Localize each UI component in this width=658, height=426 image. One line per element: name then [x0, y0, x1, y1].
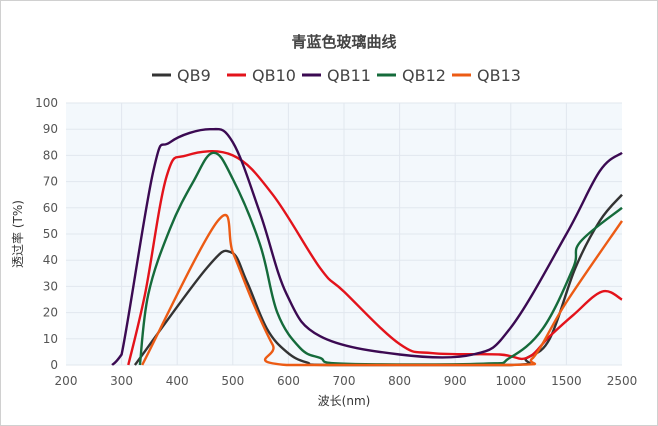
x-tick-label: 2500	[607, 374, 638, 388]
x-tick-label: 300	[110, 374, 133, 388]
y-tick-label: 50	[43, 227, 58, 241]
y-tick-label: 0	[50, 358, 58, 372]
chart-title: 青蓝色玻璃曲线	[291, 33, 396, 51]
legend-label: QB13	[477, 66, 521, 85]
legend: QB9 QB10 QB11 QB12 QB13	[152, 66, 521, 85]
x-tick-label: 500	[221, 374, 244, 388]
legend-item-qb9[interactable]: QB9	[152, 66, 211, 85]
legend-item-qb10[interactable]: QB10	[227, 66, 296, 85]
legend-label: QB9	[177, 66, 211, 85]
x-tick-label: 200	[55, 374, 78, 388]
legend-label: QB11	[327, 66, 371, 85]
y-tick-label: 70	[43, 175, 58, 189]
y-tick-label: 20	[43, 306, 58, 320]
y-tick-label: 80	[43, 148, 58, 162]
x-tick-label: 400	[166, 374, 189, 388]
legend-label: QB10	[252, 66, 296, 85]
legend-item-qb13[interactable]: QB13	[452, 66, 521, 85]
x-axis-label: 波长(nm)	[318, 394, 371, 408]
series-lines	[111, 127, 623, 367]
y-tick-label: 30	[43, 279, 58, 293]
x-tick-label: 1500	[551, 374, 582, 388]
series-line-qb12	[138, 151, 623, 366]
y-tick-label: 100	[35, 96, 58, 110]
series-line-qb11	[111, 127, 623, 366]
y-tick-label: 90	[43, 122, 58, 136]
x-tick-label: 900	[444, 374, 467, 388]
y-axis-ticks: 0 10 20 30 40 50 60 70 80 90 100	[35, 96, 58, 372]
x-axis-ticks: 200 300 400 500 600 700 800 900 1000 1500 2500	[55, 374, 638, 388]
y-tick-label: 40	[43, 253, 58, 267]
legend-item-qb12[interactable]: QB12	[377, 66, 446, 85]
x-tick-label: 700	[333, 374, 356, 388]
y-tick-label: 60	[43, 201, 58, 215]
series-line-qb13	[141, 213, 623, 367]
series-line-qb10	[127, 150, 623, 366]
y-axis-label: 透过率 (T%)	[10, 200, 25, 268]
x-tick-label: 800	[388, 374, 411, 388]
legend-item-qb11[interactable]: QB11	[302, 66, 371, 85]
x-tick-label: 1000	[496, 374, 527, 388]
y-tick-label: 10	[43, 332, 58, 346]
legend-label: QB12	[402, 66, 446, 85]
x-tick-label: 600	[277, 374, 300, 388]
